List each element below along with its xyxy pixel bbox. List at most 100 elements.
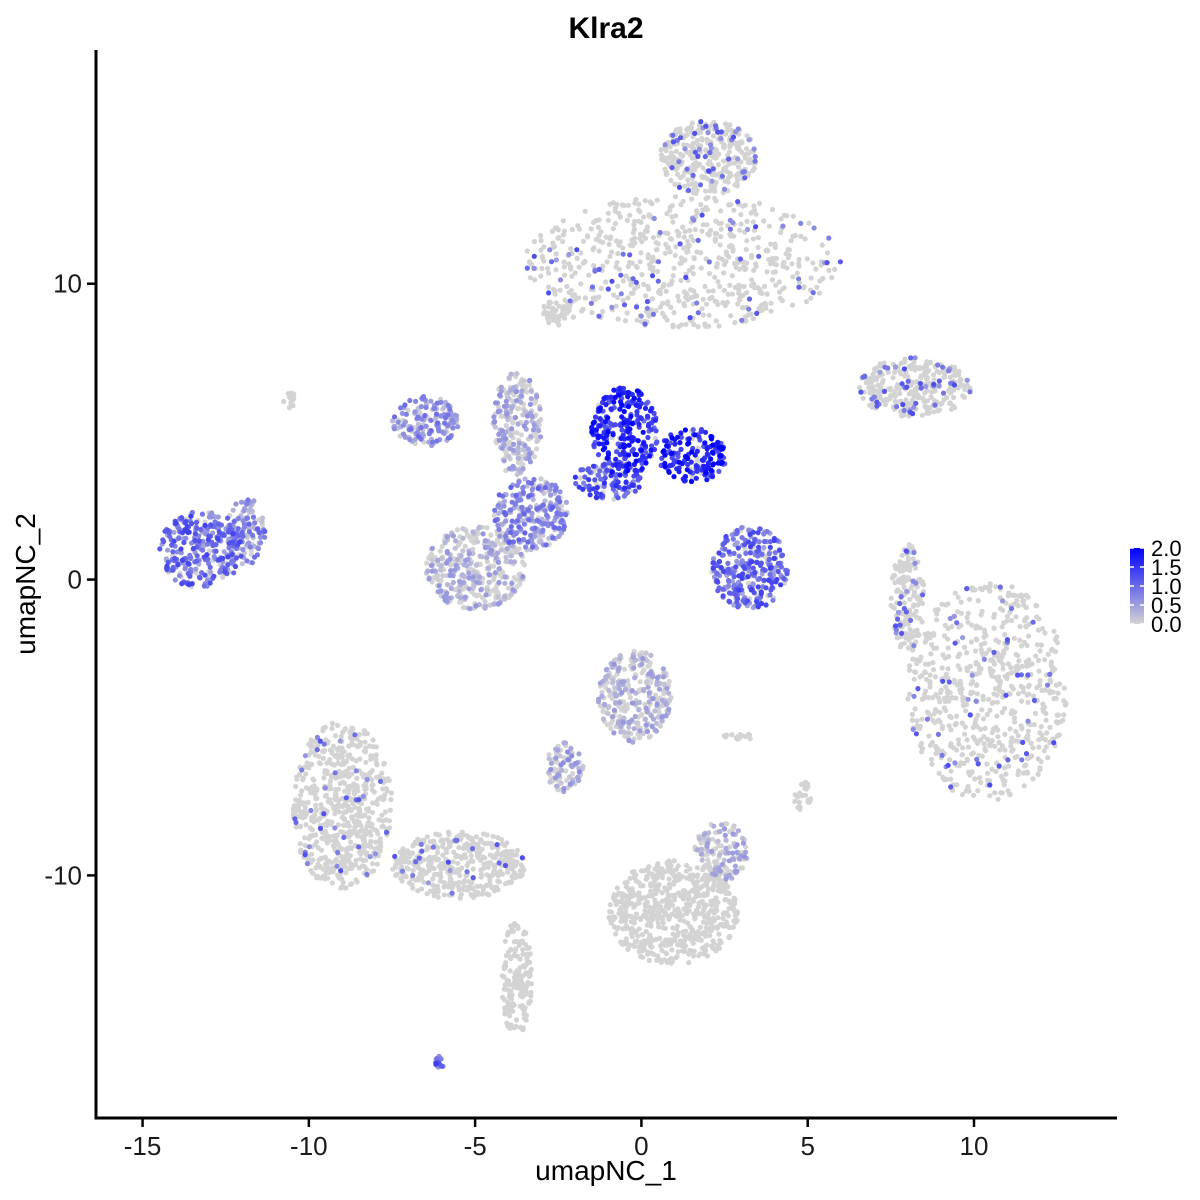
cell-point	[633, 877, 639, 883]
cell-point	[469, 880, 475, 886]
cell-point	[501, 974, 507, 980]
cell-point	[518, 991, 524, 997]
cell-point	[733, 173, 739, 179]
cell-point	[634, 901, 640, 907]
cell-point	[895, 587, 901, 594]
cell-point	[453, 854, 459, 860]
cell-point	[346, 783, 353, 789]
cell-point	[460, 880, 466, 886]
cell-point	[735, 828, 742, 834]
cell-point	[1008, 743, 1014, 749]
cell-point	[960, 745, 966, 751]
cell-point	[492, 424, 498, 430]
cell-point	[690, 271, 696, 277]
cell-point	[704, 920, 710, 926]
cell-point	[644, 224, 651, 230]
cell-point	[472, 889, 478, 895]
cell-point	[681, 888, 688, 894]
cell-point	[1018, 683, 1024, 689]
cell-point	[520, 1025, 526, 1031]
cell-point	[506, 453, 512, 460]
cell-point	[648, 943, 654, 950]
cell-point	[663, 288, 669, 294]
cell-point	[640, 895, 646, 901]
cell-point	[724, 252, 730, 258]
cell-point	[890, 375, 896, 381]
cell-point	[786, 247, 793, 253]
cell-point	[995, 734, 1001, 740]
cell-point	[406, 880, 412, 886]
cell-point	[1009, 748, 1015, 754]
cell-point	[665, 301, 671, 307]
cell-point	[740, 264, 746, 270]
cell-point	[356, 731, 362, 738]
cell-point	[410, 868, 416, 874]
cell-point	[636, 201, 642, 207]
cell-point	[744, 133, 750, 139]
cell-point	[508, 553, 514, 559]
cell-point	[677, 126, 683, 132]
cell-point	[379, 824, 385, 830]
cell-point	[1021, 598, 1027, 604]
cell-point	[724, 124, 730, 130]
cell-point	[531, 238, 538, 245]
cell-point	[527, 969, 533, 975]
cell-point	[689, 196, 695, 202]
cell-point	[637, 735, 643, 741]
cell-point	[318, 855, 324, 862]
cell-point	[700, 222, 706, 228]
cell-point	[1054, 712, 1060, 718]
cell-point	[961, 394, 968, 400]
cell-point	[915, 723, 921, 729]
cell-point	[634, 317, 640, 323]
cell-point	[633, 263, 639, 270]
cell-point	[677, 917, 683, 923]
cell-point	[808, 275, 814, 281]
cell-point	[699, 884, 705, 890]
cell-point	[600, 708, 606, 715]
cell-point	[456, 833, 462, 839]
cell-point	[425, 863, 431, 869]
cell-point	[1042, 736, 1048, 743]
cell-point	[1044, 730, 1050, 736]
cell-point	[562, 740, 569, 746]
cell-point	[922, 403, 928, 409]
cell-point	[646, 904, 653, 910]
cell-point	[727, 144, 733, 150]
cell-point	[338, 733, 344, 740]
cell-point	[337, 772, 343, 778]
cell-point	[248, 551, 254, 557]
cell-point	[1061, 712, 1067, 718]
cell-point	[980, 716, 987, 722]
cell-point	[632, 200, 638, 206]
cell-point	[475, 530, 481, 537]
cell-point	[430, 876, 436, 882]
cell-point	[321, 775, 327, 781]
cell-point	[623, 273, 629, 279]
cell-point	[1002, 747, 1008, 753]
cell-point	[696, 835, 702, 841]
cell-point	[768, 241, 774, 247]
cell-point	[922, 639, 928, 645]
cell-point	[1040, 706, 1046, 712]
cell-point	[772, 244, 779, 250]
cell-point	[314, 839, 320, 845]
cell-point	[370, 782, 376, 788]
cell-point	[649, 201, 655, 207]
cell-point	[511, 874, 518, 881]
cell-point	[457, 595, 463, 601]
cell-point	[508, 432, 514, 438]
cell-point	[984, 761, 990, 767]
cell-point	[898, 360, 904, 366]
cell-point	[562, 272, 568, 278]
cell-point	[912, 628, 918, 634]
cell-point	[524, 958, 531, 964]
cell-point	[665, 245, 671, 251]
cell-point	[558, 780, 564, 786]
cell-point	[796, 256, 802, 263]
cell-point	[871, 376, 877, 382]
cell-point	[553, 307, 559, 313]
cell-point	[432, 886, 438, 892]
cell-point	[736, 266, 742, 272]
cell-point	[748, 254, 755, 260]
